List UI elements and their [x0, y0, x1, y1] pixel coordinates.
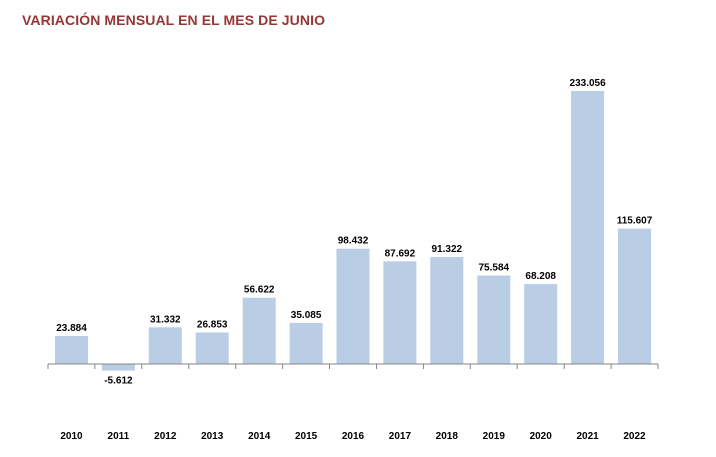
- x-tick-label-2017: 2017: [389, 431, 412, 442]
- bar-2018: [430, 257, 464, 364]
- data-labels-group: 23.884 -5.612 31.332 26.853 56.622 35.085 98.4…: [56, 78, 653, 387]
- x-tick-label-2022: 2022: [623, 431, 646, 442]
- bar-2020: [524, 284, 558, 364]
- x-tick-label-2015: 2015: [295, 431, 318, 442]
- data-label-2021: 233.056: [570, 78, 607, 89]
- bar-2022: [618, 228, 651, 364]
- chart-title: VARIACIÓN MENSUAL EN EL MES DE JUNIO: [22, 12, 326, 28]
- data-label-2017: 87.692: [385, 248, 416, 259]
- x-tick-label-2013: 2013: [201, 431, 224, 442]
- data-label-2010: 23.884: [56, 323, 87, 334]
- bar-2011: [101, 364, 135, 371]
- bar-2010: [55, 336, 88, 364]
- bar-2012: [148, 327, 182, 364]
- data-label-2014: 56.622: [244, 285, 275, 296]
- x-tick-label-2010: 2010: [60, 431, 83, 442]
- x-tick-label-2014: 2014: [248, 431, 271, 442]
- bar-2019: [477, 275, 511, 364]
- data-label-2015: 35.085: [291, 310, 322, 321]
- bar-2016: [336, 248, 370, 364]
- bars-group: [55, 91, 651, 371]
- x-tick-label-2012: 2012: [154, 431, 177, 442]
- x-tick-label-2020: 2020: [530, 431, 553, 442]
- x-axis: [47, 363, 659, 369]
- x-tick-labels-group: 2010 2011 2012 2013 2014 2015 2016 2017 2018 2019…: [60, 431, 646, 442]
- data-label-2020: 68.208: [525, 271, 556, 282]
- bar-2013: [195, 332, 229, 364]
- data-label-2022: 115.607: [617, 216, 653, 227]
- bar-2014: [242, 297, 276, 364]
- bar-2021: [571, 91, 605, 364]
- data-label-2019: 75.584: [479, 263, 510, 274]
- x-tick-label-2019: 2019: [483, 431, 506, 442]
- x-tick-label-2018: 2018: [436, 431, 459, 442]
- data-label-2011: -5.612: [104, 376, 133, 387]
- x-tick-label-2011: 2011: [108, 431, 130, 442]
- bar-2017: [383, 261, 417, 364]
- data-label-2012: 31.332: [150, 314, 181, 325]
- x-tick-label-2016: 2016: [342, 431, 365, 442]
- data-label-2018: 91.322: [432, 244, 463, 255]
- data-label-2016: 98.432: [338, 236, 369, 247]
- data-label-2013: 26.853: [197, 320, 228, 331]
- x-tick-label-2021: 2021: [576, 431, 599, 442]
- bar-2015: [289, 322, 323, 364]
